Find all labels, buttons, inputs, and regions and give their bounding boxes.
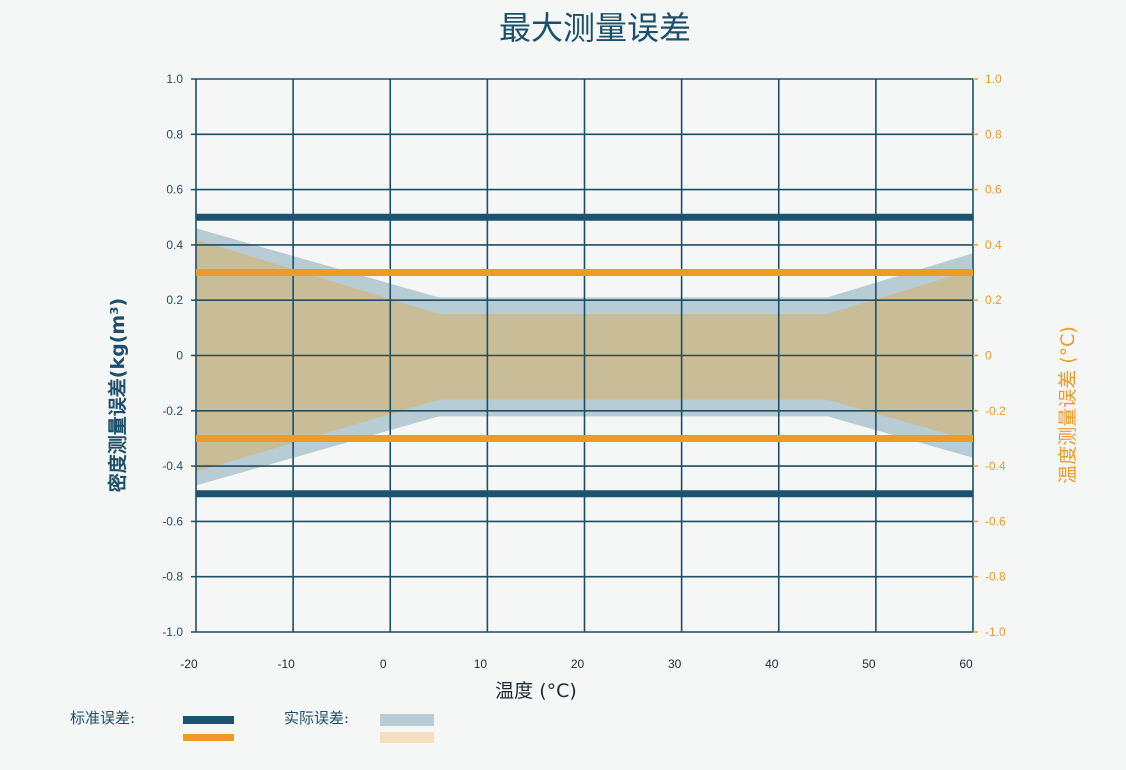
legend-actual-label: 实际误差: [284, 709, 349, 727]
y-tick-label-left: -0.8 [162, 570, 183, 584]
y-tick-label-right: 0.8 [985, 127, 1002, 141]
legend-actual-density-swatch [380, 714, 434, 726]
legend-actual-temperature-swatch [380, 732, 434, 743]
y-tick-label-left: -0.2 [162, 404, 183, 418]
x-tick-label: 30 [668, 657, 682, 671]
legend-standard-density-swatch [183, 716, 234, 724]
x-tick-label: 20 [571, 657, 585, 671]
y-tick-label-right: 0.6 [985, 183, 1002, 197]
y-tick-label-right: 0.4 [985, 238, 1002, 252]
y-ticks-left: 1.0 0.8 0.6 0.4 0.2 0 -0.2 -0.4 -0.6 -0.8 -1.0 [162, 72, 196, 639]
y-tick-label-right: 0 [985, 349, 992, 363]
x-ticks: -20 -10 0 10 20 30 40 50 60 [180, 657, 973, 671]
chart-title: 最大测量误差 [499, 9, 691, 47]
standard-error-lines [196, 213, 973, 498]
x-tick-label: 10 [474, 657, 488, 671]
y-ticks-right: 1.0 0.8 0.6 0.4 0.2 0 -0.2 -0.4 -0.6 -0.8 -1.0 [973, 72, 1006, 639]
legend-standard-temperature-swatch [183, 734, 234, 741]
y-tick-label-left: 0.2 [166, 293, 183, 307]
x-axis-label: 温度 (°C) [495, 680, 577, 702]
y-tick-label-left: 0.8 [166, 127, 183, 141]
y-axis-label-left: 密度测量误差(kg(m³) [106, 298, 129, 492]
y-axis-label-right: 温度测量误差 (°C) [1057, 326, 1079, 484]
y-tick-label-right: -1.0 [985, 625, 1006, 639]
y-tick-label-left: -1.0 [162, 625, 183, 639]
y-tick-label-right: -0.2 [985, 404, 1006, 418]
y-tick-label-left: 0 [176, 349, 183, 363]
y-tick-label-left: 0.6 [166, 183, 183, 197]
y-tick-label-right: -0.4 [985, 459, 1006, 473]
x-tick-label: 0 [380, 657, 387, 671]
x-tick-label: 50 [862, 657, 876, 671]
y-tick-label-left: -0.6 [162, 514, 183, 528]
y-tick-label-left: -0.4 [162, 459, 183, 473]
x-tick-label: 40 [765, 657, 779, 671]
legend-standard-label: 标准误差: [70, 709, 135, 727]
y-tick-label-right: 1.0 [985, 72, 1002, 86]
y-tick-label-right: -0.6 [985, 514, 1006, 528]
legend: 标准误差: 实际误差: [70, 709, 434, 743]
y-tick-label-right: 0.2 [985, 293, 1002, 307]
y-tick-label-right: -0.8 [985, 570, 1006, 584]
x-tick-label: -10 [277, 657, 295, 671]
x-tick-label: -20 [180, 657, 198, 671]
grid [195, 78, 974, 633]
y-tick-label-left: 0.4 [166, 238, 183, 252]
x-tick-label: 60 [959, 657, 973, 671]
y-tick-label-left: 1.0 [166, 72, 183, 86]
